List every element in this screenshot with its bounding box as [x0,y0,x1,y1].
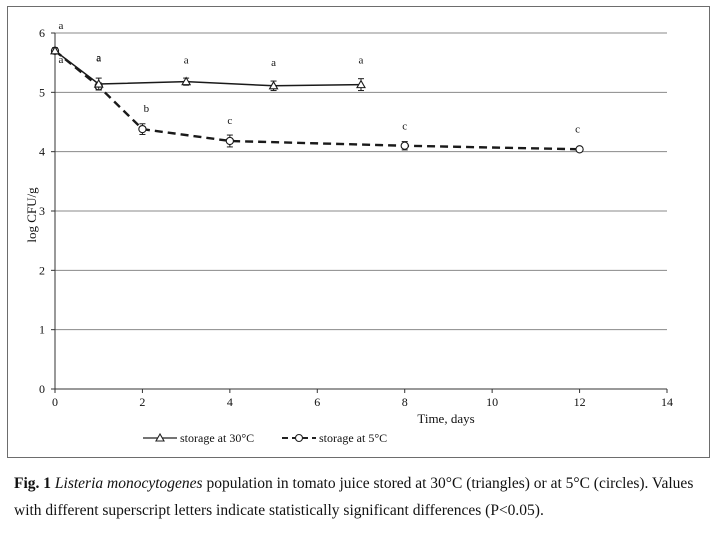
significance-letter: b [144,103,150,115]
significance-letter: a [59,20,64,32]
x-axis-label: Time, days [417,411,474,426]
data-point-triangle [93,78,104,88]
y-axis-label: log CFU/g [24,187,39,243]
significance-letter: a [271,57,276,69]
legend: storage at 30°C storage at 5°C [143,431,387,445]
caption-species: Listeria monocytogenes [54,475,203,492]
data-point-circle [225,136,235,146]
significance-letter: a [96,52,101,64]
data-point-circle [400,141,409,150]
y-tick-labels: 0 1 2 3 4 5 6 [39,26,55,396]
data-point-circle [138,124,147,134]
figure-caption: Fig. 1 Listeria monocytogenes population… [14,470,714,524]
significance-letter: a [59,54,64,66]
x-tick-label-14: 14 [661,395,673,409]
data-point-triangle [181,76,192,86]
x-tick-label-2: 2 [139,395,145,409]
significance-letter: c [575,123,580,135]
data-point-triangle [50,45,60,55]
x-tick-label-10: 10 [486,395,498,409]
significance-letter: c [227,115,232,127]
x-tick-label-8: 8 [402,395,408,409]
caption-label: Fig. 1 [14,475,52,492]
significance-letter: a [184,55,189,67]
y-tick-label-2: 2 [39,263,45,277]
data-point-triangle [356,79,366,89]
series-30c: a a a a a [50,20,366,92]
x-tick-labels: 0 2 4 6 8 10 12 14 [52,389,673,409]
figure-frame [7,6,710,458]
legend-5c-label: storage at 5°C [319,431,387,445]
series-5c: a a b c c c [50,46,584,154]
x-tick-label-12: 12 [574,395,586,409]
legend-30c-triangle-marker [155,432,165,442]
significance-letter: c [402,121,407,133]
y-tick-label-5: 5 [39,85,45,99]
y-tick-label-3: 3 [39,204,45,218]
data-point-circle [575,145,584,154]
y-tick-label-4: 4 [39,145,45,159]
gridlines [55,32,667,331]
series-line [54,49,580,151]
caption-text: population in tomato juice stored at 30°… [14,475,694,519]
significance-letter: a [359,55,364,67]
y-tick-label-6: 6 [39,26,45,40]
series-group: a abc c caa a a a [50,20,584,154]
y-tick-label-1: 1 [39,323,45,337]
x-tick-label-6: 6 [314,395,320,409]
y-tick-label-0: 0 [39,382,45,396]
significance-letter: a [96,52,101,64]
legend-5c-circle-marker [294,433,304,443]
x-tick-label-4: 4 [227,395,233,409]
legend-30c-label: storage at 30°C [180,431,254,445]
x-tick-label-0: 0 [52,395,58,409]
data-point-triangle [268,80,279,90]
